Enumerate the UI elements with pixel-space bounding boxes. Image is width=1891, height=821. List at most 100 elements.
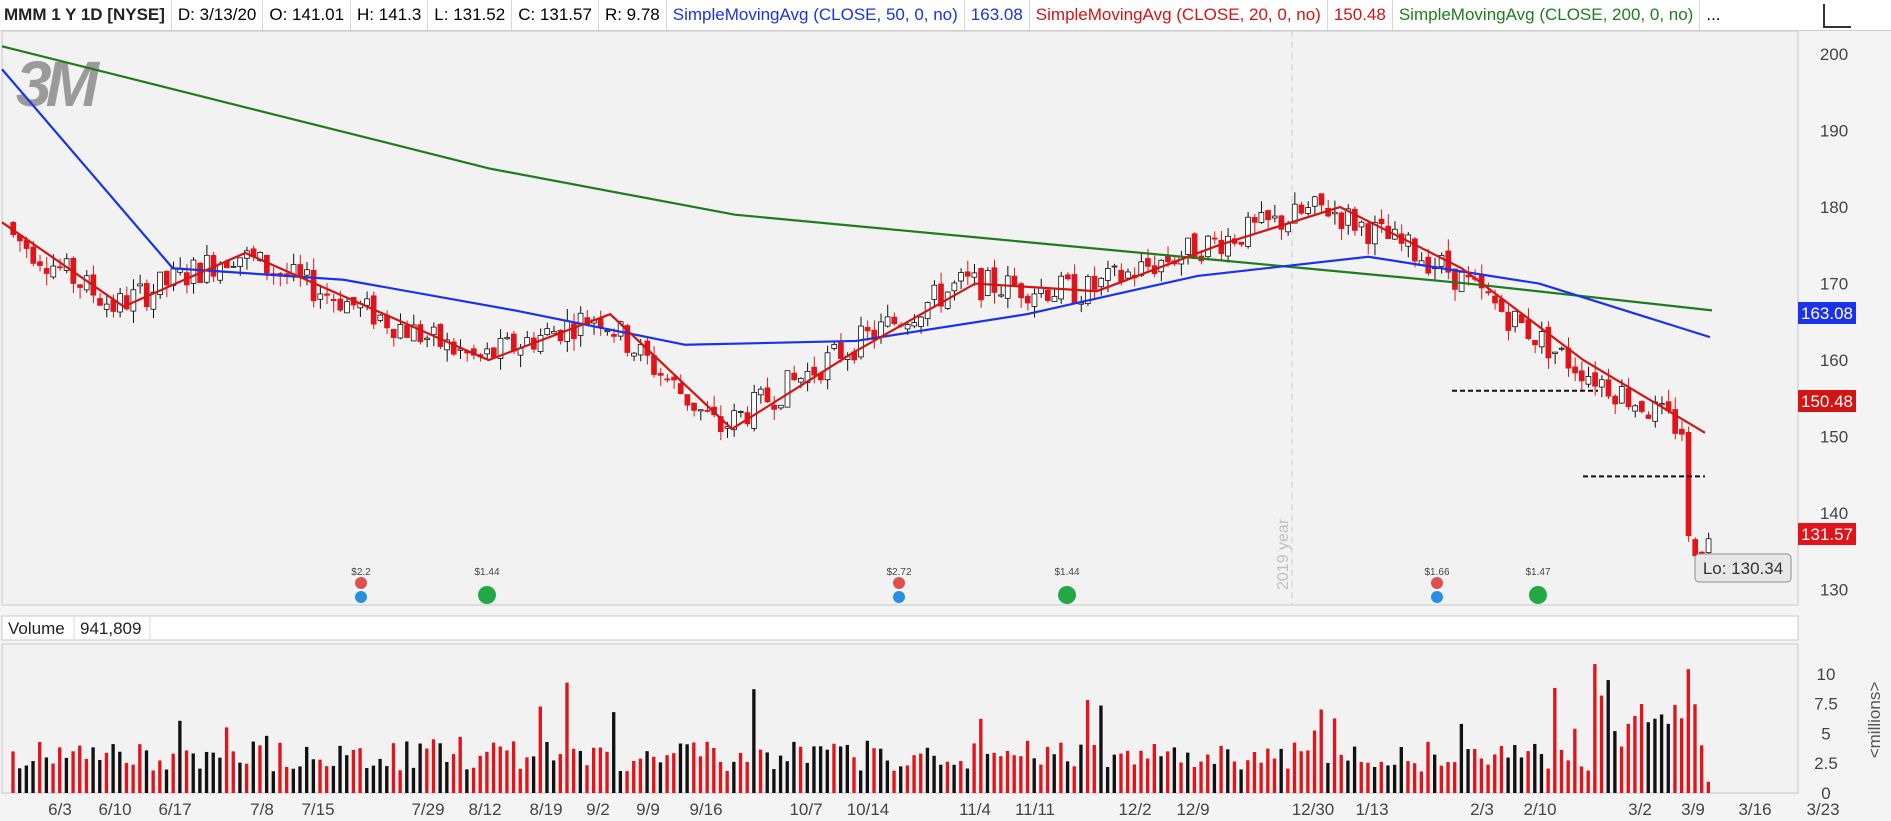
volume-bar	[805, 762, 809, 793]
candle-body	[771, 404, 777, 410]
candle-body	[657, 373, 664, 376]
candle-body	[430, 326, 437, 335]
candle-body	[397, 324, 404, 339]
date-tick-label: 6/10	[98, 800, 131, 819]
volume-bar	[578, 750, 583, 793]
candle-body	[1532, 340, 1538, 346]
volume-bar	[1192, 766, 1197, 793]
candle-body	[57, 266, 63, 269]
candle-body	[364, 298, 370, 306]
candle-body	[1525, 319, 1532, 339]
dividend-icon[interactable]	[1058, 586, 1076, 604]
volume-bar	[1179, 762, 1183, 793]
volume-bar	[485, 751, 489, 793]
candle-body	[764, 387, 771, 403]
earnings-info-icon[interactable]	[1431, 591, 1443, 603]
candle-body	[864, 327, 871, 332]
sma50-study-value: 163.08	[965, 0, 1030, 30]
sma20-study-label[interactable]: SimpleMovingAvg (CLOSE, 20, 0, no)	[1030, 0, 1328, 30]
volume-bar	[919, 753, 923, 793]
volume-bar	[1065, 761, 1070, 793]
volume-bar	[1152, 744, 1157, 793]
event-label: $2.72	[886, 567, 911, 578]
candle-body	[510, 333, 517, 352]
volume-bar	[972, 743, 976, 793]
earnings-info-icon[interactable]	[893, 591, 905, 603]
earnings-icon[interactable]	[355, 577, 367, 589]
volume-bar	[1239, 769, 1243, 793]
volume-bar	[1119, 753, 1123, 793]
candle-body	[337, 298, 344, 311]
volume-bar	[899, 766, 903, 793]
volume-bar	[1085, 700, 1090, 793]
event-label: $1.66	[1424, 567, 1449, 578]
volume-bar	[158, 760, 162, 793]
volume-bar	[1139, 750, 1143, 793]
volume-bar	[1379, 761, 1383, 793]
candle-body	[604, 330, 611, 333]
volume-title[interactable]: Volume	[8, 619, 65, 638]
candle-body	[1305, 207, 1311, 214]
volume-bar	[999, 756, 1003, 793]
price-pane	[1, 30, 1799, 606]
candle-body	[437, 323, 444, 347]
candle-body	[417, 324, 424, 343]
dividend-icon[interactable]	[1529, 586, 1547, 604]
price-tick-label: 150	[1820, 428, 1848, 447]
candle-body	[1351, 208, 1358, 231]
volume-bar	[1005, 750, 1010, 793]
volume-bar	[1619, 746, 1624, 793]
candle-body	[751, 392, 757, 429]
volume-bar	[1426, 741, 1430, 793]
volume-bar	[345, 755, 349, 793]
candle-body	[1011, 275, 1018, 287]
dividend-icon[interactable]	[478, 586, 496, 604]
candle-body	[731, 410, 737, 431]
volume-bar	[131, 764, 135, 793]
volume-bar	[51, 763, 55, 793]
earnings-icon[interactable]	[893, 577, 905, 589]
volume-bar	[1499, 746, 1504, 793]
volume-bars	[11, 664, 1710, 793]
volume-bar	[258, 745, 262, 793]
candle-body	[237, 257, 244, 267]
volume-bar	[1639, 704, 1644, 793]
volume-axis: 10 7.5 5 2.5 0	[1814, 665, 1838, 803]
volume-bar	[425, 748, 429, 793]
volume-bar	[318, 759, 322, 793]
volume-bar	[291, 768, 296, 793]
date-readout: D: 3/13/20	[172, 0, 264, 30]
volume-bar	[1539, 754, 1544, 793]
volume-bar	[725, 770, 729, 793]
volume-bar	[1212, 763, 1217, 793]
sma200-study-label[interactable]: SimpleMovingAvg (CLOSE, 200, 0, no)	[1393, 0, 1701, 30]
volume-bar	[371, 765, 376, 793]
volume-bar	[778, 755, 783, 793]
volume-bar	[792, 741, 796, 793]
candle-body	[1632, 405, 1638, 412]
volume-bar	[238, 762, 242, 793]
symbol-label[interactable]: MMM 1 Y 1D [NYSE]	[0, 0, 172, 30]
volume-bar	[852, 757, 856, 793]
volume-bar	[24, 765, 29, 793]
volume-bar	[598, 747, 603, 793]
volume-unit-label: <millions>	[1865, 682, 1884, 759]
candle-body	[1492, 295, 1498, 304]
volume-bar	[925, 747, 930, 793]
drawing-tool-icon[interactable]	[1823, 4, 1851, 28]
candle-body	[1245, 216, 1251, 247]
candle-body	[904, 324, 911, 330]
more-studies-button[interactable]: ...	[1706, 5, 1721, 24]
candle-body	[824, 352, 831, 381]
volume-bar	[104, 752, 109, 793]
sma50-study-label[interactable]: SimpleMovingAvg (CLOSE, 50, 0, no)	[667, 0, 965, 30]
date-tick-label: 2/3	[1470, 800, 1494, 819]
earnings-info-icon[interactable]	[355, 591, 367, 603]
volume-bar	[178, 720, 182, 793]
volume-bar	[892, 770, 896, 793]
volume-bar	[385, 766, 389, 793]
candle-body	[1064, 274, 1071, 280]
candle-body	[537, 335, 544, 352]
earnings-icon[interactable]	[1431, 577, 1443, 589]
